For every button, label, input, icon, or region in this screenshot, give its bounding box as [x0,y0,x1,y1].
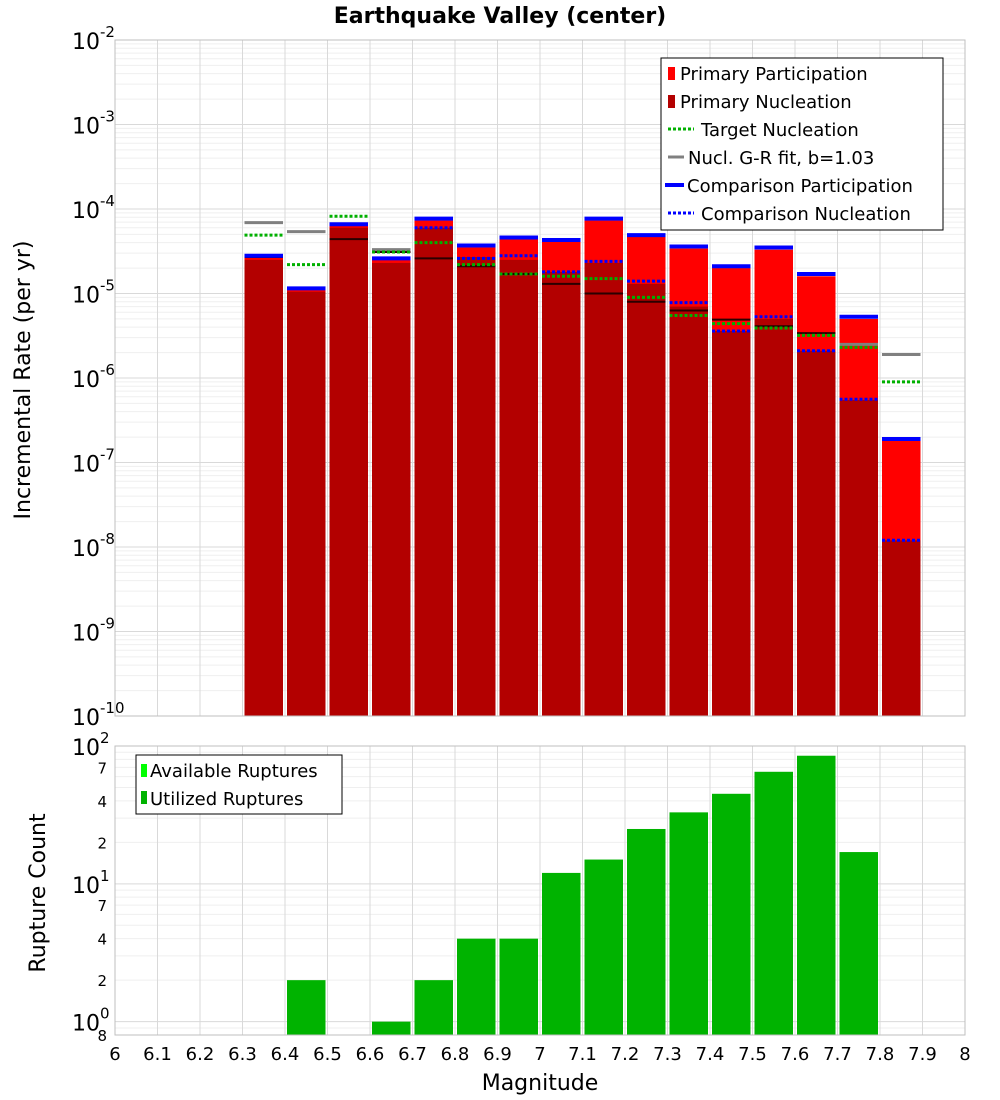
x-tick-label: 6.4 [271,1044,300,1065]
x-tick-labels: 6 6.1 6.2 6.3 6.4 6.5 6.6 6.7 6.8 6.9 7 7.1 7.2 7.3 7.… [109,1044,970,1065]
utilized-ruptures-bar [414,980,453,1035]
y-tick-label: 10-10 [72,699,125,731]
bottom-legend: Available Ruptures Utilized Ruptures [135,754,343,815]
top-lines [244,214,921,542]
y-tick-label: 4 [97,931,107,949]
legend-label-gr-fit: Nucl. G-R fit, b=1.03 [688,148,874,169]
legend-label-utilized-ruptures: Utilized Ruptures [150,789,303,810]
utilized-ruptures-bar [457,938,496,1035]
y-tick-label: 7 [97,759,107,777]
legend-swatch-primary-nucleation [668,95,675,108]
utilized-ruptures-bar [754,771,793,1035]
x-tick-label: 7.7 [823,1044,852,1065]
y-tick-label: 10-6 [72,361,115,393]
x-tick-label: 7 [534,1044,545,1065]
x-tick-label: 8 [959,1044,970,1065]
top-y-axis-label: Incremental Rate (per yr) [11,241,36,520]
utilized-ruptures-bar [797,755,836,1035]
x-tick-label: 7.1 [568,1044,597,1065]
primary-nucleation-bar [542,271,581,716]
legend-label-target-nucleation: Target Nucleation [700,120,859,141]
chart-title: Earthquake Valley (center) [334,4,666,29]
x-tick-label: 7.2 [611,1044,640,1065]
utilized-ruptures-bar [287,980,326,1035]
x-tick-label: 6.8 [441,1044,470,1065]
y-tick-label: 10-3 [72,108,115,140]
primary-nucleation-bar [244,259,283,716]
primary-nucleation-bar [414,227,453,716]
y-tick-label: 10-9 [72,615,115,647]
utilized-ruptures-bar [499,938,538,1035]
utilized-ruptures-bar [372,1021,411,1035]
x-tick-label: 6.7 [398,1044,427,1065]
primary-nucleation-bar [584,262,623,716]
y-tick-label: 10-2 [72,23,115,55]
primary-nucleation-bar [754,318,793,716]
primary-nucleation-bar [839,399,878,716]
x-tick-label: 6.3 [228,1044,257,1065]
x-tick-label: 6.1 [143,1044,172,1065]
primary-nucleation-bar [499,259,538,716]
y-tick-label: 10-7 [72,446,115,478]
legend-label-comparison-nucleation: Comparison Nucleation [701,204,911,225]
top-legend: Primary Participation Primary Nucleation… [660,57,944,231]
legend-label-primary-participation: Primary Participation [680,64,868,85]
y-tick-label: 7 [97,897,107,915]
legend-label-comparison-participation: Comparison Participation [687,176,913,197]
x-tick-label: 6.2 [186,1044,215,1065]
x-tick-label: 7.9 [908,1044,937,1065]
utilized-ruptures-bar [839,852,878,1035]
primary-nucleation-bar [287,291,326,716]
top-legend-box [660,57,944,231]
y-tick-label: 102 [72,729,110,761]
top-plot-border [114,39,966,717]
y-tick-label: 101 [72,867,110,899]
x-tick-label: 7.5 [738,1044,767,1065]
primary-nucleation-bar [457,257,496,716]
bottom-bars [287,755,878,1035]
utilized-ruptures-bar [542,872,581,1035]
y-tick-label: 10-8 [72,530,115,562]
x-tick-label: 7.4 [696,1044,725,1065]
bottom-legend-box [135,754,343,815]
x-tick-label: 6.6 [356,1044,385,1065]
utilized-ruptures-bar [584,859,623,1035]
legend-label-primary-nucleation: Primary Nucleation [680,92,852,113]
top-bars [244,220,921,717]
legend-label-available-ruptures: Available Ruptures [150,761,318,782]
legend-swatch-utilized-ruptures [141,791,147,804]
primary-nucleation-bar [797,350,836,716]
legend-swatch-available-ruptures [141,764,147,777]
y-tick-label: 2 [97,972,107,990]
primary-nucleation-bar [712,330,751,716]
primary-nucleation-bar [329,227,368,716]
x-tick-label: 7.6 [781,1044,810,1065]
utilized-ruptures-bar [669,812,708,1035]
bottom-y-axis-label: Rupture Count [26,813,51,973]
y-tick-label: 2 [97,834,107,852]
y-tick-label: 10-4 [72,192,115,224]
x-tick-label: 6 [109,1044,120,1065]
bottom-plot-border [114,745,966,1036]
y-tick-label: 10-5 [72,277,115,309]
y-tick-label: 4 [97,793,107,811]
primary-nucleation-bar [627,283,666,716]
top-panel: 10-10 10-9 10-8 10-7 10-6 10-5 10-4 10-3 10-2 In… [11,23,966,731]
x-tick-label: 7.3 [653,1044,682,1065]
primary-nucleation-bar [882,540,921,716]
x-tick-label: 7.8 [866,1044,895,1065]
legend-swatch-primary-participation [668,67,675,80]
x-tick-label: 6.5 [313,1044,342,1065]
utilized-ruptures-bar [712,793,751,1035]
utilized-ruptures-bar [627,828,666,1035]
y-tick-label: 8 [97,1027,107,1045]
primary-nucleation-bar [669,306,708,716]
x-axis-label: Magnitude [482,1071,599,1096]
primary-nucleation-bar [372,262,411,716]
x-tick-label: 6.9 [483,1044,512,1065]
